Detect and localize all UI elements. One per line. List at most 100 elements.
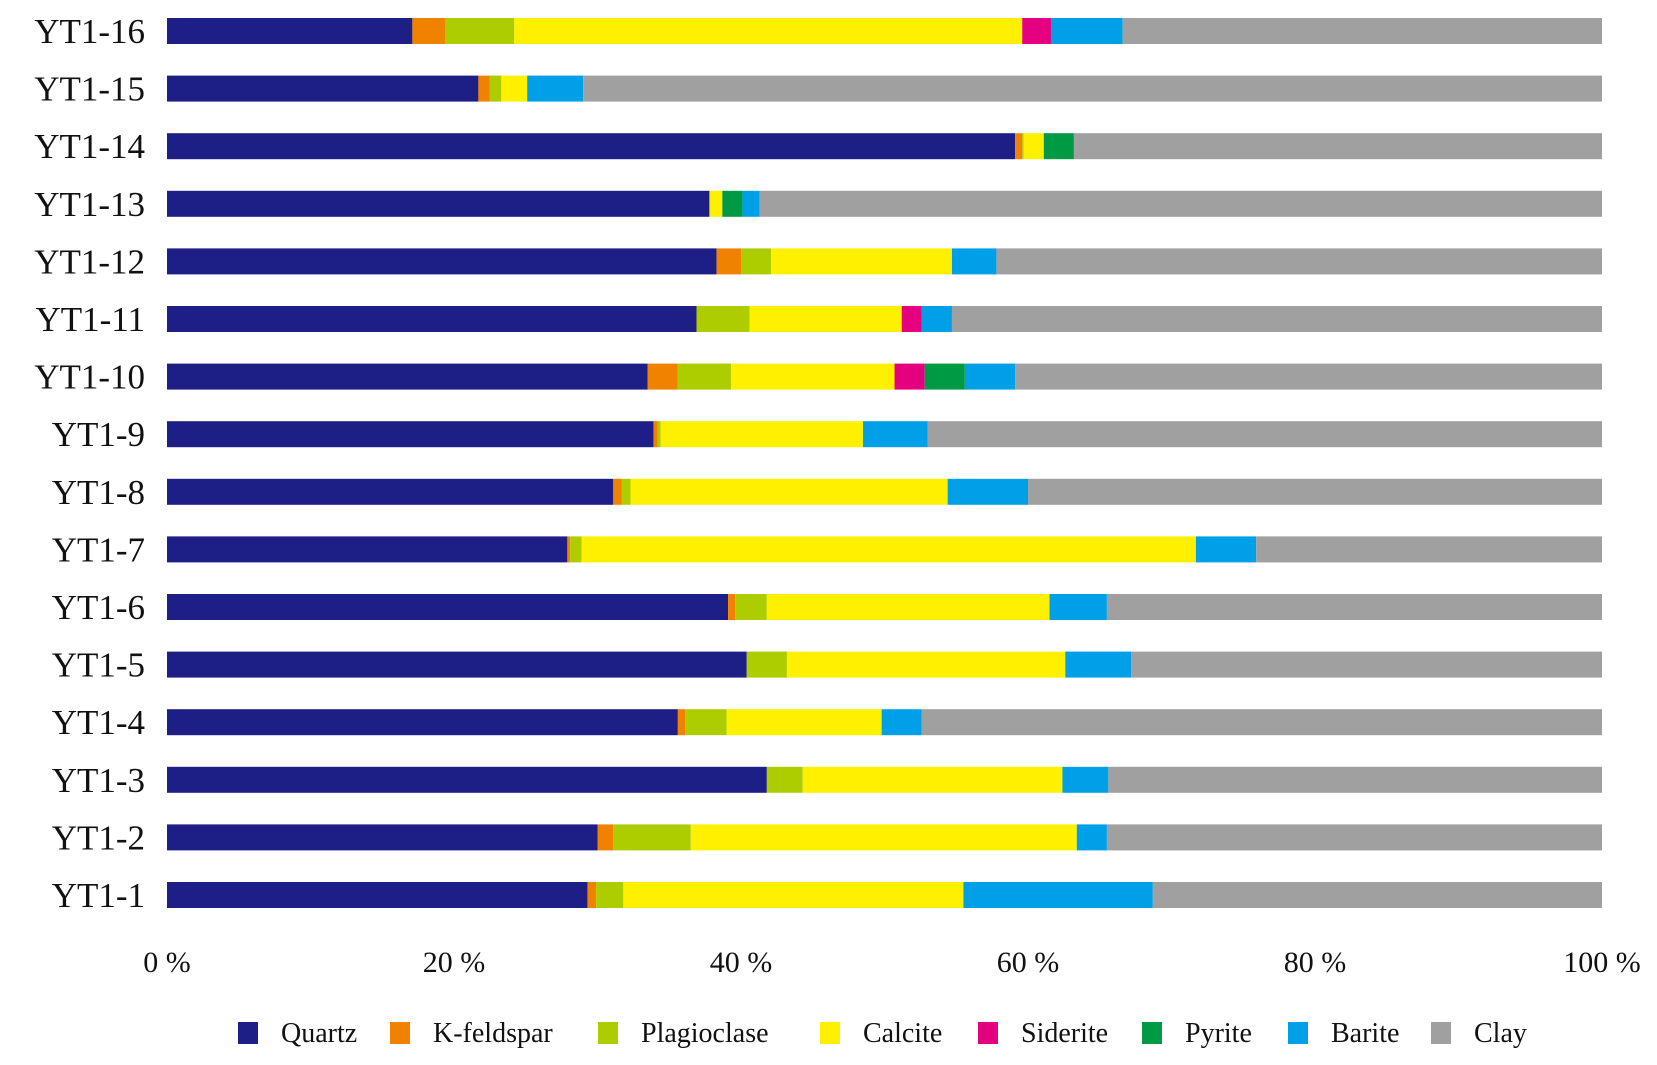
legend-swatch-quartz [238,1022,258,1044]
bar-segment-yt1-2-clay [1106,824,1602,851]
bar-segment-yt1-5-quartz [167,651,747,678]
bar-segment-yt1-6-barite [1049,594,1107,620]
bar-segment-yt1-14-quartz [167,133,1016,160]
bar-segment-yt1-4-barite [881,709,922,736]
bar-segment-yt1-3-quartz [167,766,767,793]
bar-segment-yt1-9-barite [862,421,928,448]
legend-label-calcite: Calcite [863,1018,942,1049]
legend-label-plagioclase: Plagioclase [641,1018,769,1049]
bar-segment-yt1-9-clay [927,421,1602,448]
bar-segment-yt1-16-quartz [167,18,413,44]
bar-segment-yt1-6-plagioclase [735,594,767,620]
bar-segment-yt1-10-barite [964,363,1016,390]
bar-segment-yt1-7-quartz [167,536,568,563]
bar-segment-yt1-10-plagioclase [677,363,731,390]
y-tick-label: YT1-13 [34,185,145,224]
bar-segment-yt1-7-plagioclase [570,536,582,563]
bar-segment-yt1-5-clay [1131,651,1602,678]
bar-segment-yt1-15-calcite [501,75,528,102]
bar-segment-yt1-13-calcite [709,190,723,217]
bar-segment-yt1-8-clay [1028,478,1602,505]
legend-swatch-barite [1288,1022,1308,1044]
bar-segment-yt1-7-clay [1256,536,1602,563]
bar-segment-yt1-12-plagioclase [741,248,772,275]
legend-swatch-clay [1431,1022,1451,1044]
bar-segment-yt1-10-siderite [894,363,925,390]
bar-segment-yt1-15-clay [583,75,1602,102]
legend-swatch-pyrite [1142,1022,1162,1044]
y-tick-label: YT1-7 [52,530,145,569]
bar-segment-yt1-3-barite [1062,766,1109,793]
bar-segment-yt1-16-clay [1122,18,1602,44]
legend-swatch-siderite [978,1022,998,1044]
x-axis-labels: 0 % 20 % 40 % 60 % 80 % 100 % [143,946,1641,979]
bar-segment-yt1-1-clay [1152,882,1602,908]
y-tick-label: YT1-3 [52,761,145,800]
bar-segment-yt1-8-quartz [167,478,614,505]
bar-segment-yt1-3-plagioclase [766,766,803,793]
y-tick-label: YT1-1 [52,876,145,915]
bar-segment-yt1-11-siderite [901,306,922,332]
bar-segment-yt1-4-plagioclase [685,709,727,736]
y-tick-label: YT1-5 [52,646,145,685]
bar-segment-yt1-13-quartz [167,190,710,217]
legend-label-clay: Clay [1474,1018,1527,1049]
bar-segment-yt1-16-siderite [1022,18,1051,44]
x-tick-label: 20 % [423,946,486,979]
legend-label-siderite: Siderite [1021,1018,1108,1049]
bar-segment-yt1-1-barite [963,882,1153,908]
y-tick-label: YT1-12 [34,242,145,281]
bar-segment-yt1-11-calcite [749,306,902,332]
bar-segment-yt1-11-clay [951,306,1602,332]
bar-segment-yt1-6-calcite [766,594,1050,620]
legend: Quartz K-feldspar Plagioclase Calcite Sideri… [238,1018,1527,1049]
bar-segment-yt1-6-clay [1106,594,1602,620]
bar-segment-yt1-1-quartz [167,882,588,908]
bar-segment-yt1-8-barite [947,478,1028,505]
bar-segment-yt1-2-calcite [690,824,1077,851]
x-tick-label: 40 % [710,946,773,979]
bar-segment-yt1-12-calcite [771,248,952,275]
legend-swatch-calcite [820,1022,840,1044]
bar-segment-yt1-13-barite [742,190,760,217]
bar-segment-yt1-12-k-feldspar [716,248,741,275]
y-tick-label: YT1-16 [34,12,145,51]
x-tick-label: 80 % [1284,946,1347,979]
bar-segment-yt1-15-plagioclase [489,75,502,102]
x-tick-label: 100 % [1563,946,1641,979]
bar-segment-yt1-9-k-feldspar [653,421,658,448]
bar-segment-yt1-14-pyrite [1043,133,1074,160]
bar-segment-yt1-9-quartz [167,421,654,448]
bar-segment-yt1-2-quartz [167,824,598,851]
bar-segment-yt1-6-quartz [167,594,729,620]
y-tick-label: YT1-6 [52,588,145,627]
bar-segment-yt1-15-barite [527,75,584,102]
bar-segment-yt1-7-barite [1195,536,1257,563]
legend-swatch-plagioclase [598,1022,618,1044]
bar-segment-yt1-14-k-feldspar [1015,133,1023,160]
y-tick-label: YT1-9 [52,415,145,454]
bar-segment-yt1-15-k-feldspar [478,75,490,102]
bar-segment-yt1-13-pyrite [722,190,743,217]
y-axis-labels: YT1-16 YT1-15 YT1-14 YT1-13 YT1-12 YT1-11 YT1-… [34,12,145,915]
bar-segment-yt1-4-k-feldspar [677,709,686,736]
bar-segment-yt1-7-calcite [581,536,1196,563]
bar-segment-yt1-11-barite [921,306,952,332]
bar-segment-yt1-1-calcite [623,882,964,908]
bar-segment-yt1-16-calcite [514,18,1023,44]
y-tick-label: YT1-2 [52,818,145,857]
bar-segment-yt1-13-clay [759,190,1602,217]
bar-segment-yt1-10-k-feldspar [647,363,678,390]
bar-segment-yt1-12-quartz [167,248,717,275]
y-tick-label: YT1-10 [34,358,145,397]
bars-layer [167,18,1602,908]
bar-segment-yt1-5-barite [1065,651,1132,678]
bar-segment-yt1-9-calcite [660,421,863,448]
x-tick-label: 0 % [143,946,191,979]
bar-segment-yt1-12-clay [996,248,1602,275]
legend-label-pyrite: Pyrite [1185,1018,1252,1049]
legend-label-k-feldspar: K-feldspar [433,1018,553,1049]
bar-segment-yt1-8-k-feldspar [613,478,622,505]
y-tick-label: YT1-11 [35,300,145,339]
